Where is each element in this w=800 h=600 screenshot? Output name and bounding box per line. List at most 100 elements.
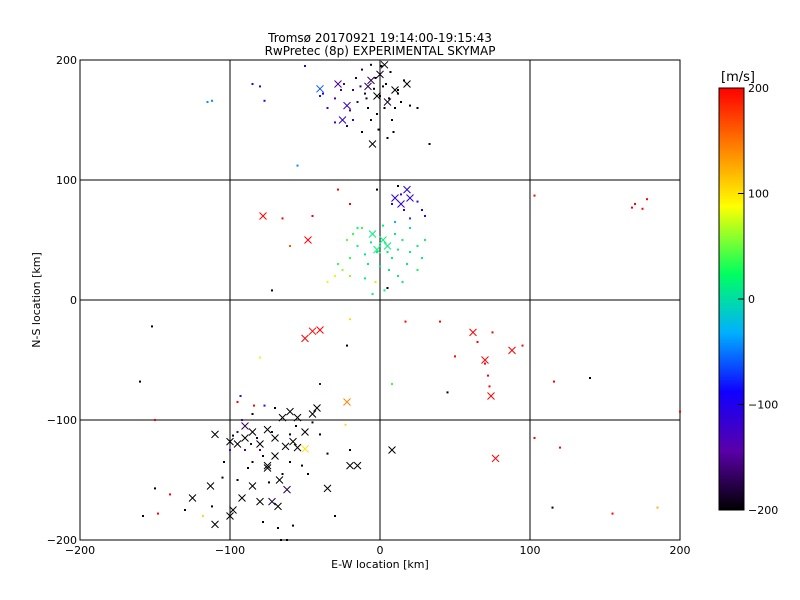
data-point-cross [241,422,249,430]
data-point-cross [376,70,384,79]
data-point-dot [349,275,351,277]
data-point-dot [379,265,381,268]
data-point-cross [206,482,215,490]
data-point-dot [634,203,636,205]
colorbar-tick-label: 0 [748,293,755,306]
x-tick-label: −200 [65,544,95,557]
data-point-dot [319,383,321,385]
data-point-cross [316,84,324,93]
data-point-dot [400,101,402,103]
data-point-dot [334,121,336,124]
data-point-dot [386,287,389,289]
data-point-dot [370,63,372,66]
data-point-dot [229,449,231,451]
data-point-dot [367,263,369,265]
data-point-dot [223,461,225,463]
data-point-dot [487,374,489,377]
data-point-dot [476,341,479,343]
data-point-dot [391,383,393,385]
data-point-cross [368,140,377,148]
data-point-dot [281,473,284,475]
data-point-dot [349,449,351,451]
data-point-dot [365,97,368,100]
data-point-cross [364,82,372,91]
data-point-dot [589,377,591,379]
data-point-dot [391,203,393,205]
data-point-dot [533,437,536,439]
data-point-dot [641,207,644,210]
data-point-cross [397,200,405,208]
chart-title: Tromsø 20170921 19:14:00-19:15:43 [267,31,492,45]
data-point-dot [386,251,389,253]
data-point-dot [251,461,254,463]
x-tick-label: 0 [377,544,384,557]
data-point-dot [352,89,354,91]
data-point-dot [403,79,405,82]
data-point-dot [373,87,375,90]
data-point-cross [508,346,516,355]
data-point-dot [326,107,329,109]
data-point-dot [646,198,648,201]
data-point-dot [322,92,324,95]
data-point-dot [346,344,348,347]
data-point-dot [383,107,386,109]
data-point-cross [289,437,297,446]
data-point-dot [151,325,153,328]
data-point-dot [236,431,239,433]
data-point-dot [334,97,336,100]
data-point-dot [382,85,384,88]
data-point-dot [404,320,407,323]
data-point-dot [250,443,252,445]
data-point-cross [256,440,264,448]
data-point-dot [281,217,284,220]
data-point-dot [439,320,441,323]
data-point-dot [349,318,351,321]
data-point-dot [553,380,555,383]
data-point-dot [356,101,359,103]
data-point-dot [409,217,411,220]
data-point-dot [169,493,171,496]
data-point-dot [356,245,359,247]
data-point-dot [280,539,282,541]
data-point-cross [383,242,392,250]
data-point-dot [326,452,329,455]
data-point-dot [241,419,243,421]
data-point-dot [631,206,633,209]
data-point-dot [416,200,419,203]
data-point-cross [293,413,302,422]
data-point-dot [346,239,348,241]
grid-lines [80,60,680,540]
data-point-dot [383,289,386,292]
y-tick-label: −100 [47,414,77,427]
data-point-dot [292,524,294,527]
data-point-dot [392,131,395,133]
data-point-cross [304,236,312,244]
data-point-cross [301,444,309,453]
data-point-dot [262,455,264,457]
data-point-dot [364,92,366,95]
data-point-dot [371,293,374,295]
data-point-dot [337,188,339,191]
data-point-dot [488,385,491,388]
x-tick-label: 100 [520,544,541,557]
data-point-cross [263,461,272,470]
data-point-dot [251,413,254,415]
data-point-dot [533,194,536,197]
data-point-dot [349,257,351,259]
data-point-dot [202,515,204,517]
data-point-dot [397,248,399,251]
data-point-dot [334,515,336,517]
data-point-cross [406,194,414,202]
x-tick-label: −100 [215,544,245,557]
data-point-dot [401,239,404,241]
y-tick-label: 100 [56,174,77,187]
data-point-dot [239,395,242,397]
data-point-dot [244,449,246,451]
data-point-dot [142,515,144,517]
data-point-dot [484,362,486,365]
data-point-dot [421,209,423,211]
data-point-cross [281,442,290,451]
data-point-cross [188,494,197,502]
colorbar-tick-label: 100 [748,188,769,201]
data-point-cross [481,356,489,364]
